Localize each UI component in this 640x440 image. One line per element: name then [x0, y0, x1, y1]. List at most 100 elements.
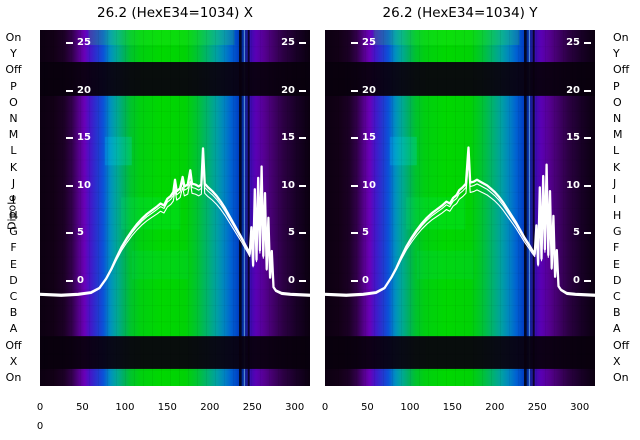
tick-mark — [66, 42, 73, 44]
tick-mark — [299, 184, 306, 187]
tick-mark — [66, 89, 73, 92]
tick-mark — [584, 42, 591, 44]
inner-y-tick-label: 5 — [351, 226, 369, 240]
y-axis-label-right: F — [613, 241, 620, 255]
x-tick-label: 100 — [400, 402, 420, 413]
y-axis-label-right: G — [613, 225, 622, 239]
inner-y-tick-label: 10 — [66, 179, 91, 193]
y-axis-label-left: C — [9, 290, 18, 303]
x-tick-label: 200 — [200, 402, 220, 413]
y-axis-label-right: On — [613, 370, 629, 384]
x-axis-extra-tick: 0 — [36, 421, 44, 432]
tick-mark — [299, 137, 306, 139]
inner-y-tick-value: 15 — [281, 132, 295, 143]
y-axis-label-right: P — [613, 79, 620, 93]
y-axis-label-right: L — [613, 144, 620, 158]
inner-y-tick-value: 5 — [77, 227, 84, 238]
y-axis-label-left: A — [9, 322, 18, 336]
inner-y-tick-value: 25 — [77, 37, 91, 48]
inner-y-tick-label: 15 — [281, 131, 306, 145]
inner-y-tick-value: 25 — [566, 37, 580, 48]
inner-y-tick-value: 20 — [77, 84, 91, 96]
inner-y-tick-label: 10 — [566, 179, 591, 193]
inner-y-tick-label: 20 — [566, 84, 591, 98]
inner-y-tick-label: 25 — [66, 36, 91, 50]
heatmap-canvas-y — [325, 30, 595, 386]
y-axis-label-right: C — [613, 290, 621, 303]
tick-mark — [351, 184, 358, 187]
y-axis-label-right: Y — [613, 47, 620, 61]
inner-y-tick-value: 25 — [281, 37, 295, 48]
y-axis-letters-left: On Y Off P O N M L K J I H G F E D C B A Off X On — [0, 0, 27, 440]
y-axis-label-left: On — [5, 31, 22, 45]
inner-y-tick-value: 15 — [77, 132, 91, 143]
heatmap-plot-x: 25 25 20 20 15 15 10 10 5 5 0 0 0 50 100 150 200 250 300 — [37, 30, 310, 413]
inner-y-tick-label: 25 — [281, 36, 306, 50]
x-tick-label: 0 — [321, 402, 329, 413]
tick-mark — [584, 232, 591, 234]
y-axis-label-left: L — [10, 144, 17, 158]
y-axis-label-left: M — [8, 128, 19, 142]
inner-y-tick-value: 5 — [573, 227, 580, 238]
tick-mark — [584, 89, 591, 92]
inner-y-tick-value: 20 — [362, 84, 376, 96]
y-axis-label-left: On — [5, 370, 22, 384]
y-axis-label-left: P — [10, 79, 17, 93]
inner-y-tick-label: 20 — [66, 84, 91, 98]
y-axis-label-left: K — [9, 160, 18, 174]
inner-y-tick-value: 0 — [77, 274, 84, 286]
x-tick-label: 300 — [285, 402, 305, 413]
y-axis-label-left: J — [11, 176, 16, 190]
inner-y-tick-value: 25 — [362, 37, 376, 48]
x-tick-label: 200 — [485, 402, 505, 413]
inner-y-tick-value: 15 — [362, 132, 376, 143]
x-tick-label: 150 — [442, 402, 462, 413]
tick-mark — [584, 279, 591, 282]
tick-mark — [66, 184, 73, 187]
inner-y-tick-label: 15 — [566, 131, 591, 145]
inner-y-tick-value: 0 — [362, 274, 369, 286]
x-tick-label: 250 — [527, 402, 547, 413]
plot-title-y: 26.2 (HexE34=1034) Y — [382, 5, 538, 21]
y-axis-label-right: A — [613, 322, 621, 336]
x-tick-label: 0 — [36, 402, 44, 413]
inner-y-tick-value: 5 — [288, 227, 295, 238]
inner-y-tick-value: 20 — [281, 84, 295, 96]
y-axis-label-right: Off — [613, 63, 630, 77]
inner-y-tick-value: 10 — [281, 179, 295, 191]
x-tick-label: 50 — [361, 402, 374, 413]
y-axis-label-left: G — [9, 225, 18, 239]
y-axis-label-right: Off — [613, 338, 630, 352]
y-axis-label-right: E — [613, 257, 620, 271]
y-axis-label-right: J — [613, 176, 617, 190]
tick-mark — [584, 137, 591, 139]
inner-y-tick-label: 20 — [281, 84, 306, 98]
y-axis-label-left: X — [9, 354, 18, 368]
inner-y-tick-label: 0 — [66, 274, 84, 288]
y-axis-label-left: D — [9, 273, 18, 287]
tick-mark — [584, 184, 591, 187]
y-axis-label-right: H — [613, 209, 622, 223]
y-axis-letters-right: On Y Off P O N M L K J I H G F E D C B A Off X On — [603, 0, 639, 440]
inner-y-tick-label: 5 — [288, 226, 306, 240]
tick-mark — [299, 232, 306, 234]
y-axis-label-right: D — [613, 273, 622, 287]
tick-mark — [299, 279, 306, 282]
inner-y-tick-value: 10 — [77, 179, 91, 191]
heatmap-canvas-x — [40, 30, 310, 386]
inner-y-tick-value: 15 — [566, 132, 580, 143]
x-tick-label: 50 — [76, 402, 89, 413]
inner-y-tick-label: 25 — [566, 36, 591, 50]
inner-y-tick-value: 10 — [362, 179, 376, 191]
tick-mark — [66, 137, 73, 139]
inner-y-tick-label: 0 — [288, 274, 306, 288]
y-axis-label-left: Off — [5, 338, 22, 352]
y-axis-label-right: O — [613, 95, 622, 109]
inner-y-tick-label: 5 — [573, 226, 591, 240]
y-axis-label-left: I — [11, 192, 16, 206]
inner-y-tick-label: 10 — [281, 179, 306, 193]
tick-mark — [66, 232, 73, 234]
y-axis-label-left: N — [9, 112, 18, 125]
tick-mark — [351, 42, 358, 44]
